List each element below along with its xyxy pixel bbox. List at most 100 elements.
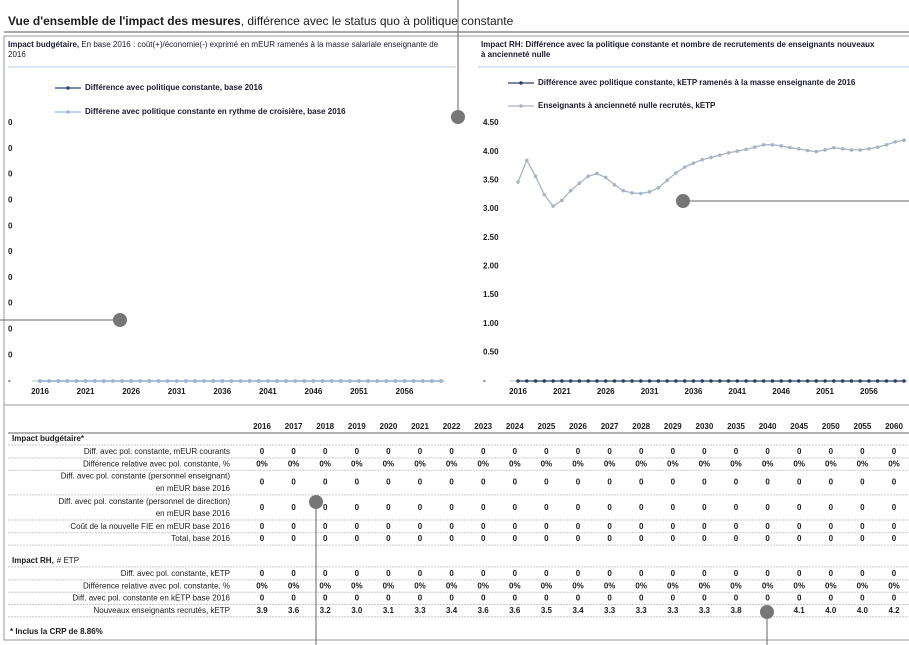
cell: 3.4: [446, 606, 458, 615]
series-marker: [902, 379, 906, 383]
cell: 0: [418, 569, 423, 578]
series-marker: [247, 379, 252, 383]
series-marker: [805, 379, 810, 383]
series-marker: [665, 379, 669, 383]
series-marker: [779, 379, 783, 383]
cell: 0%: [319, 581, 331, 590]
cell: 0: [702, 594, 707, 603]
series-marker: [639, 379, 643, 383]
cell: 3.6: [288, 606, 300, 615]
cell: 0: [860, 478, 865, 487]
cell: 0: [797, 478, 802, 487]
series-marker: [516, 379, 520, 383]
column-header: 2050: [822, 422, 840, 431]
cell: 3.3: [699, 606, 711, 615]
row-label: Nouveaux enseignants recrutés, kETP: [93, 606, 230, 615]
cell: 0: [829, 503, 834, 512]
cell: 0: [513, 503, 518, 512]
callout-dot: [113, 313, 127, 327]
cell: 0: [481, 503, 486, 512]
cell: 0: [765, 594, 770, 603]
cell: 0: [323, 447, 328, 456]
text-box: Différence avec politique constante, kET…: [538, 78, 855, 87]
cell: 3.3: [667, 606, 679, 615]
series-marker: [439, 379, 443, 383]
cell: 0: [639, 534, 644, 543]
series-marker: [709, 155, 713, 160]
series-marker: [884, 142, 889, 147]
cell: 0: [449, 522, 454, 531]
series-marker: [551, 204, 555, 208]
y-tick-label: 2.50: [483, 233, 499, 242]
cell: 0: [355, 569, 360, 578]
column-header: 2017: [285, 422, 303, 431]
cell: 0: [481, 522, 486, 531]
cell: 4.1: [794, 606, 806, 615]
cell: 0%: [256, 581, 268, 590]
cell: 0%: [319, 459, 331, 468]
x-tick-label: 2041: [259, 387, 277, 396]
column-header: 2024: [506, 422, 524, 431]
cell: 0: [734, 569, 739, 578]
series-marker: [744, 379, 748, 383]
y-tick-label: 2.00: [483, 261, 499, 270]
series-marker: [796, 147, 801, 151]
cell: 0: [291, 447, 296, 456]
x-tick-label: 2026: [597, 387, 615, 396]
cell: 0%: [825, 459, 837, 468]
cell: 0: [734, 534, 739, 543]
cell: 0: [702, 447, 707, 456]
cell: 0: [291, 522, 296, 531]
cell: 0: [892, 478, 897, 487]
text-wrap: Enseignants à ancienneté nulle recrutés,…: [538, 101, 888, 111]
series-marker: [284, 379, 288, 383]
cell: 0: [260, 569, 265, 578]
cell: 0: [513, 534, 518, 543]
cell: 0%: [351, 581, 363, 590]
cell: 0%: [857, 581, 869, 590]
cell: 0: [386, 522, 391, 531]
series-marker: [211, 379, 215, 383]
cell: 0: [449, 447, 454, 456]
cell: 0: [386, 569, 391, 578]
x-tick-label: 2016: [31, 387, 49, 396]
cell: 0%: [635, 459, 647, 468]
cell: 0: [544, 534, 549, 543]
series-marker: [840, 147, 845, 151]
cell: 0: [323, 503, 328, 512]
chart-title: Impact budgétaire,: [8, 40, 80, 49]
cell: 0: [639, 503, 644, 512]
legend-label: Différence avec politique constante, bas…: [85, 83, 263, 92]
y-tick-label: 0: [8, 170, 13, 179]
cell: 0: [291, 569, 296, 578]
callout-dot: [451, 110, 465, 124]
y-tick-label: 4.00: [483, 147, 499, 156]
title-bold: Vue d'ensemble de l'impact des mesures: [8, 14, 241, 28]
series-marker: [65, 379, 70, 383]
cell: 0%: [635, 581, 647, 590]
series-marker: [393, 379, 398, 383]
column-header: 2022: [443, 422, 461, 431]
cell: 0: [449, 594, 454, 603]
cell: 3.0: [351, 606, 363, 615]
cell: 0: [892, 594, 897, 603]
cell: 0: [355, 594, 360, 603]
cell: 0: [260, 594, 265, 603]
cell: 0%: [477, 459, 489, 468]
cell: 0: [481, 478, 486, 487]
cell: 0%: [857, 459, 869, 468]
series-marker: [524, 158, 529, 163]
column-header: 2023: [474, 422, 492, 431]
cell: 0: [323, 478, 328, 487]
series-marker: [849, 379, 854, 383]
x-tick-label: 2041: [728, 387, 746, 396]
series-marker: [858, 148, 862, 152]
cell: 0: [418, 522, 423, 531]
cell: 0: [829, 522, 834, 531]
series-marker: [902, 138, 906, 142]
y-tick-label: 4.50: [483, 118, 499, 127]
series-marker: [577, 379, 582, 383]
cell: 0: [544, 569, 549, 578]
cell: 0: [291, 503, 296, 512]
